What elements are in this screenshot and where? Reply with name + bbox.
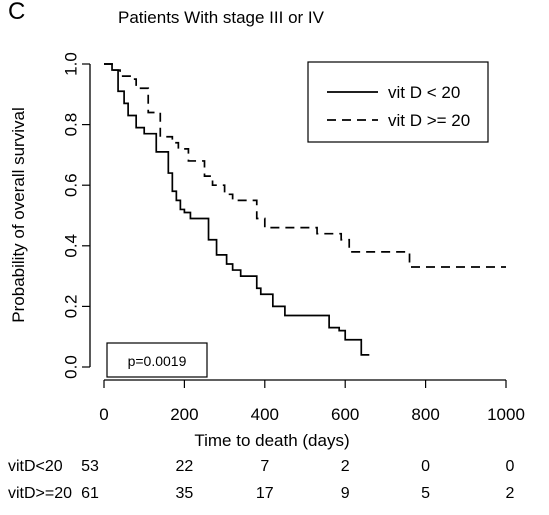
panel-letter: C xyxy=(8,0,26,25)
legend-label: vit D < 20 xyxy=(388,83,460,102)
risk-count: 61 xyxy=(81,485,99,502)
y-tick-label: 0.0 xyxy=(61,355,80,379)
y-tick-label: 0.2 xyxy=(61,295,80,319)
legend-label: vit D >= 20 xyxy=(388,111,470,130)
axes: 0 200 400 600 800 1000 0.0 0.2 0.4 0.6 0.8 1.0 Time … xyxy=(9,52,525,450)
risk-count: 2 xyxy=(505,485,515,502)
risk-count: 22 xyxy=(175,458,194,475)
x-tick-label: 200 xyxy=(170,405,198,424)
risk-count: 0 xyxy=(421,458,431,475)
x-tick-label: 600 xyxy=(331,405,359,424)
risk-count: 9 xyxy=(340,485,350,502)
p-value-text: p=0.0019 xyxy=(128,353,187,369)
risk-count: 7 xyxy=(260,458,270,475)
risk-row-label: vitD<20 xyxy=(8,458,63,475)
risk-count: 17 xyxy=(255,485,274,502)
x-tick-label: 1000 xyxy=(487,405,525,424)
legend-box xyxy=(307,61,489,143)
p-value-frame xyxy=(106,342,208,378)
risk-row-label: vitD>=20 xyxy=(8,485,73,502)
risk-count: 2 xyxy=(340,458,350,475)
y-axis-title: Probability of overall survival xyxy=(9,107,28,322)
x-tick-label: 400 xyxy=(251,405,279,424)
y-tick-label: 0.4 xyxy=(61,234,80,258)
y-tick-label: 0.8 xyxy=(61,113,80,137)
x-tick-label: 0 xyxy=(99,405,108,424)
number-at-risk-table: vitD<20 53 22 7 2 0 0 vitD>=20 61 35 17 9 5 2 xyxy=(0,458,549,514)
risk-count: 5 xyxy=(421,485,431,502)
y-tick-label: 0.6 xyxy=(61,173,80,197)
p-value-box: p=0.0019 xyxy=(106,342,208,378)
x-tick-label: 800 xyxy=(411,405,439,424)
y-tick-label: 1.0 xyxy=(61,52,80,76)
series-line xyxy=(104,63,370,356)
risk-count: 0 xyxy=(505,458,515,475)
chart-title: Patients With stage III or IV xyxy=(118,8,324,27)
survival-plot: 0 200 400 600 800 1000 0.0 0.2 0.4 0.6 0.8 1.0 Time … xyxy=(9,52,525,450)
survival-curves xyxy=(104,63,506,356)
series-line xyxy=(104,63,506,268)
risk-count: 53 xyxy=(81,458,99,475)
legend: vit D < 20 vit D >= 20 xyxy=(307,61,489,143)
risk-count: 35 xyxy=(175,485,194,502)
x-axis-title: Time to death (days) xyxy=(194,431,349,450)
